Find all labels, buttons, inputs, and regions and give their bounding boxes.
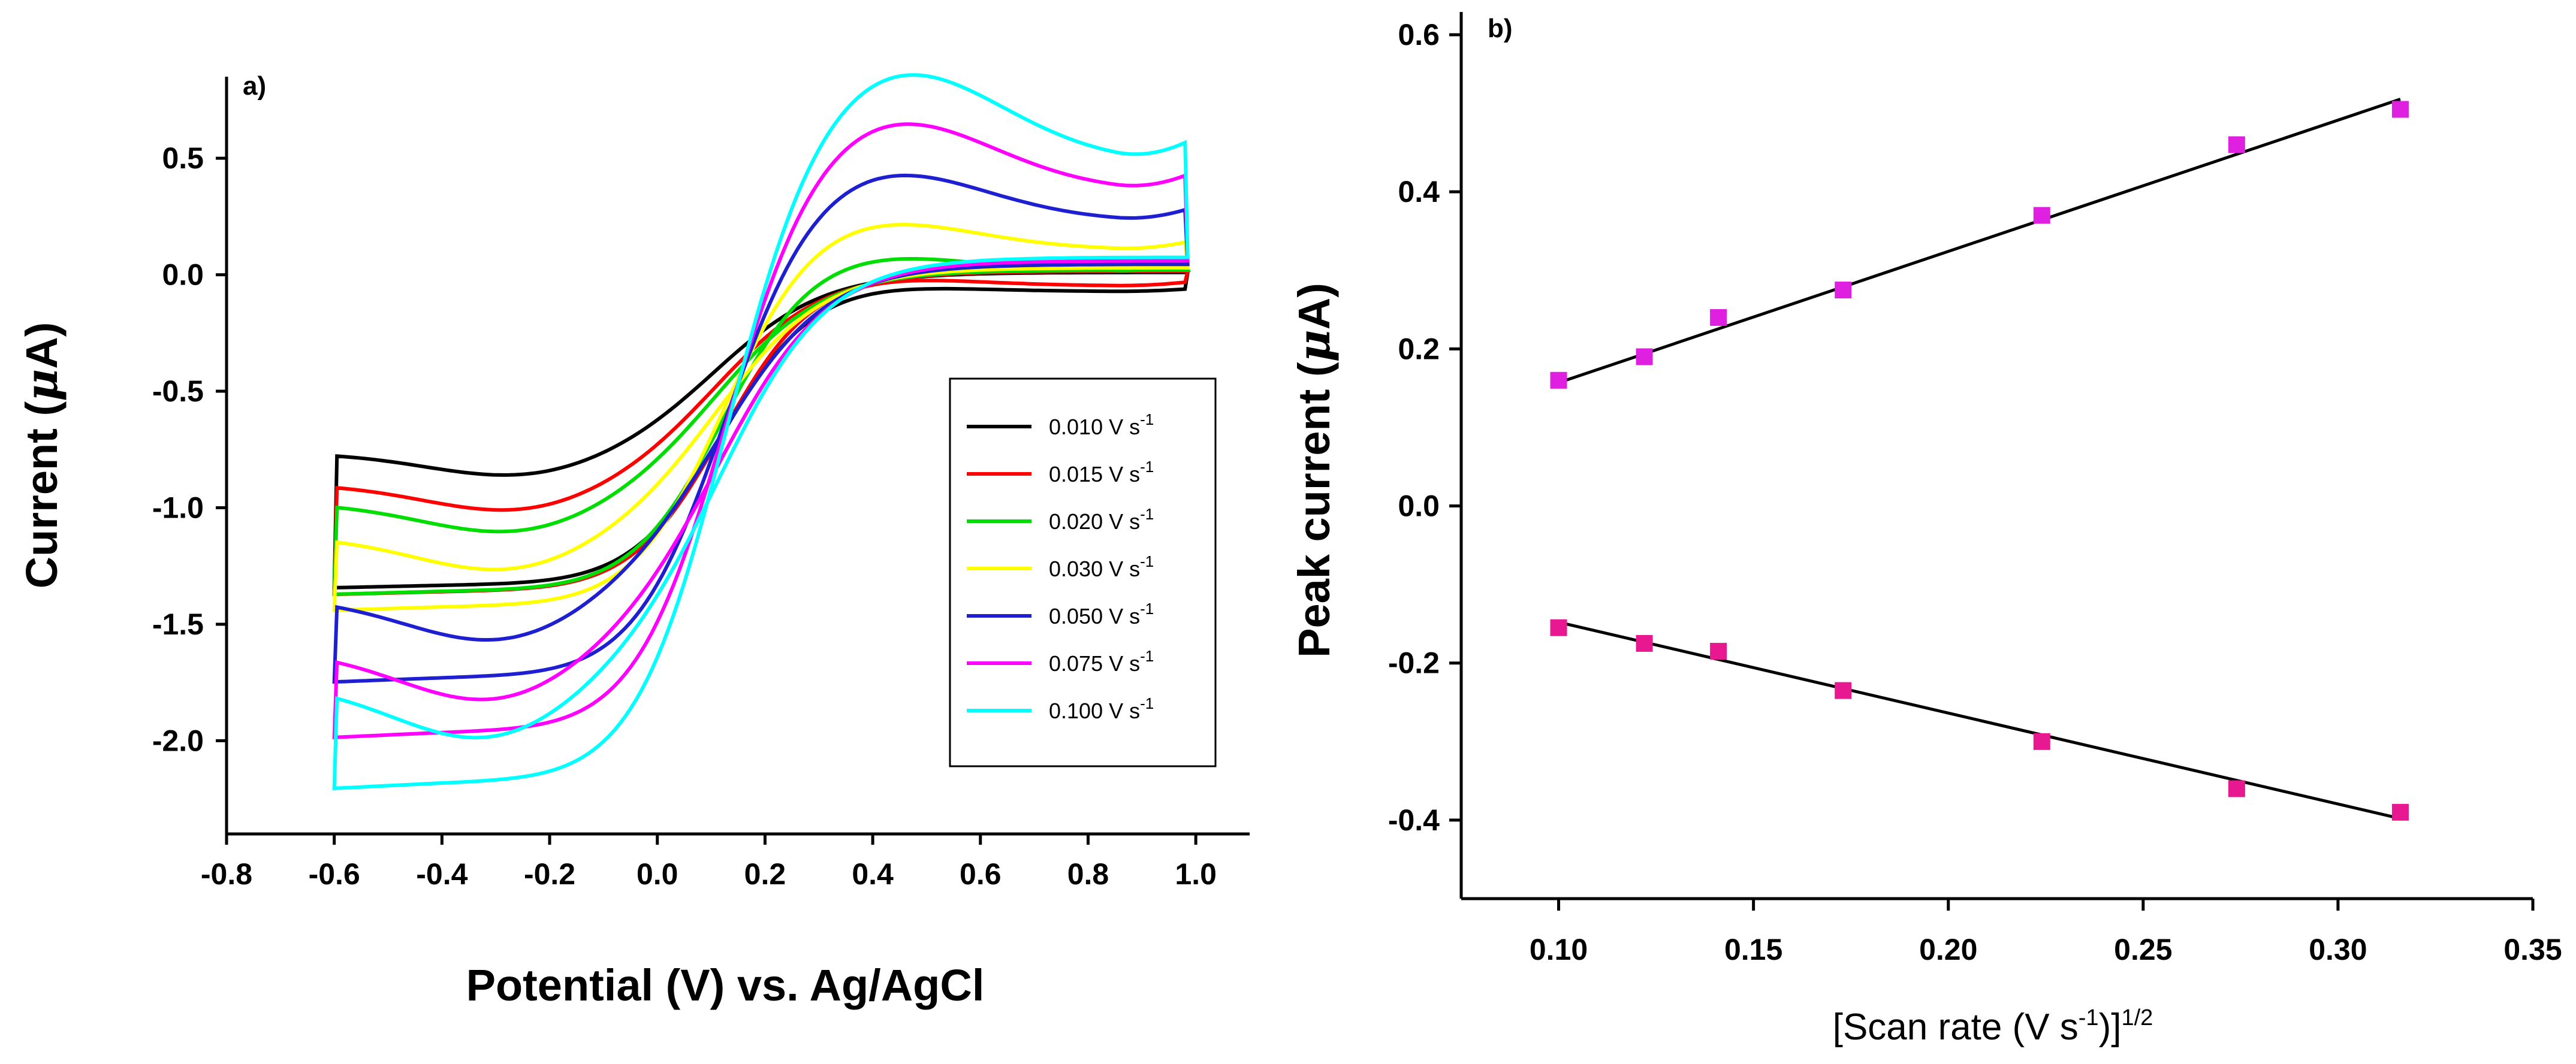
x-tick-label: 0.25	[2114, 933, 2172, 966]
legend-label: 0.010 V s-1	[1049, 410, 1154, 439]
x-tick-label: 0.4	[852, 857, 894, 891]
data-point-anodic	[1550, 371, 1567, 389]
legend-label: 0.020 V s-1	[1049, 505, 1154, 534]
y-tick-label: -0.2	[1388, 646, 1440, 680]
y-tick-label: 0.4	[1398, 175, 1440, 208]
panel-b-y-ticks: -0.4 -0.2 0.0 0.2 0.4 0.6	[1388, 18, 1461, 837]
panel-b-x-axis-title: [Scan rate (V s-1)]1/2	[1833, 1005, 2153, 1048]
data-point-cathodic	[2228, 780, 2245, 797]
x-tick-label: 0.0	[637, 857, 678, 891]
y-tick-label: 0.0	[1398, 489, 1440, 523]
panel-a-legend: 0.010 V s-1 0.015 V s-1 0.020 V s-1 0.030 V…	[949, 377, 1217, 767]
x-tick-label: 0.35	[2503, 933, 2562, 966]
x-tick-label: 0.10	[1530, 933, 1588, 966]
x-tick-label: -0.2	[524, 857, 575, 891]
panel-b-plot	[1550, 98, 2409, 821]
data-point-anodic	[2033, 207, 2050, 224]
y-tick-label: 0.5	[162, 141, 204, 175]
panel-b-x-ticks: 0.10 0.15 0.20 0.25 0.30 0.35	[1530, 899, 2562, 966]
legend-label: 0.100 V s-1	[1049, 694, 1154, 723]
data-point-anodic	[2228, 136, 2245, 153]
y-tick-label: -0.4	[1388, 803, 1440, 837]
panel-a-curves	[332, 73, 1192, 790]
x-tick-label: -0.4	[416, 857, 467, 891]
cv-curve-0.020	[332, 257, 1192, 597]
panel-a: a) -0.8 -0.6 -0.4 -0.2 0.0 0.2 0.4 0.6 0.8 1.0 -2…	[16, 71, 1250, 1010]
legend-box	[949, 377, 1217, 767]
legend-items: 0.010 V s-1 0.015 V s-1 0.020 V s-1 0.030 V…	[967, 410, 1154, 723]
panel-a-x-axis-title: Potential (V) vs. Ag/AgCl	[466, 960, 985, 1010]
data-point-anodic	[1636, 348, 1653, 365]
data-point-anodic	[1835, 282, 1852, 299]
panel-a-x-ticks: -0.8 -0.6 -0.4 -0.2 0.0 0.2 0.4 0.6 0.8 1.0	[201, 834, 1217, 891]
panel-b-letter: b)	[1488, 14, 1513, 43]
data-point-anodic	[1710, 309, 1727, 326]
fit-line-anodic	[1558, 98, 2401, 385]
x-tick-label: -0.6	[309, 857, 360, 891]
data-point-cathodic	[1710, 643, 1727, 660]
data-point-cathodic	[1835, 682, 1852, 699]
data-point-cathodic	[2391, 803, 2409, 821]
fit-line-cathodic	[1558, 621, 2401, 820]
cv-curve-0.075	[332, 122, 1190, 739]
y-tick-label: -1.5	[152, 607, 204, 641]
data-point-anodic	[2391, 101, 2409, 118]
x-tick-label: 1.0	[1175, 857, 1217, 891]
x-tick-label: 0.8	[1067, 857, 1109, 891]
y-tick-label: -2.0	[152, 724, 204, 757]
legend-label: 0.015 V s-1	[1049, 458, 1154, 486]
cv-curve-0.100	[332, 73, 1190, 790]
panel-a-letter: a)	[243, 71, 266, 101]
data-point-cathodic	[1636, 634, 1653, 652]
x-tick-label: 0.6	[960, 857, 1002, 891]
panel-b-y-axis-title: Peak current (μA)	[1289, 283, 1340, 658]
y-tick-label: -0.5	[152, 374, 204, 408]
panel-a-y-ticks: -2.0 -1.5 -1.0 -0.5 0.0 0.5	[152, 141, 227, 757]
data-point-cathodic	[2033, 733, 2050, 750]
panel-b: b) 0.10 0.15 0.20 0.25 0.30 0.35 -0.4 -0.2 0.0 0…	[1289, 12, 2562, 1048]
y-tick-label: -1.0	[152, 491, 204, 525]
y-tick-label: 0.0	[162, 258, 204, 292]
legend-label: 0.075 V s-1	[1049, 647, 1154, 676]
panel-a-y-axis-title: Current (μA)	[16, 322, 68, 589]
y-tick-label: 0.2	[1398, 332, 1440, 365]
y-tick-label: 0.6	[1398, 18, 1440, 52]
x-tick-label: 0.20	[1919, 933, 1977, 966]
legend-label: 0.030 V s-1	[1049, 552, 1154, 581]
x-tick-label: -0.8	[201, 857, 252, 891]
legend-label: 0.050 V s-1	[1049, 600, 1154, 628]
x-tick-label: 0.15	[1724, 933, 1782, 966]
x-tick-label: 0.2	[744, 857, 786, 891]
x-tick-label: 0.30	[2309, 933, 2367, 966]
data-point-cathodic	[1550, 619, 1567, 636]
cv-curve-0.050	[332, 173, 1190, 684]
